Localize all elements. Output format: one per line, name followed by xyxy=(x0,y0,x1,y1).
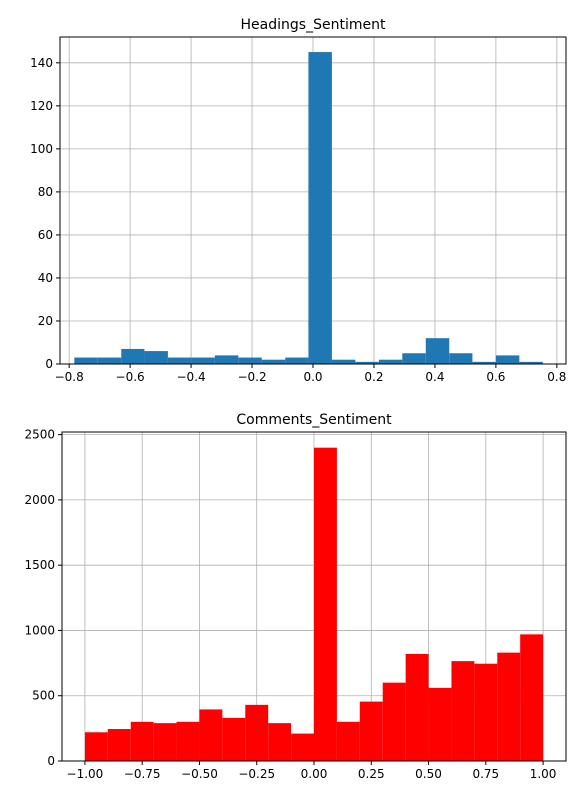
comments-sentiment-chart: −1.00 −0.75 −0.50 −0.25 0.00 0.25 0.50 0.75 1.00… xyxy=(24,412,566,781)
x-tick-label: −0.50 xyxy=(181,767,218,781)
histogram-bar xyxy=(154,723,177,761)
histogram-bar xyxy=(429,688,452,761)
headings-sentiment-chart: −0.8 −0.6 −0.4 −0.2 0.0 0.2 0.4 0.6 0.8 0 20 40 60 80… xyxy=(30,17,566,384)
histogram-bar xyxy=(360,702,383,761)
y-tick-label: 100 xyxy=(30,142,53,156)
histogram-bar xyxy=(121,349,144,364)
histogram-bar xyxy=(337,722,360,761)
histogram-bar xyxy=(108,729,131,761)
histogram-bar xyxy=(308,52,331,364)
y-tick-label: 500 xyxy=(32,689,55,703)
histogram-bar xyxy=(245,705,268,761)
histogram-bar xyxy=(474,664,497,761)
histogram-bar xyxy=(262,360,285,364)
x-tick-label: 0.0 xyxy=(303,370,322,384)
histogram-bar xyxy=(520,634,543,761)
histogram-bar xyxy=(497,653,520,761)
y-tick-label: 120 xyxy=(30,99,53,113)
histogram-bar xyxy=(314,448,337,761)
histogram-bar xyxy=(191,358,214,364)
histogram-bar xyxy=(144,351,167,364)
x-tick-label: 0.4 xyxy=(425,370,444,384)
histogram-bar xyxy=(332,360,355,364)
histogram-bar xyxy=(98,358,121,364)
x-tick-label: −0.2 xyxy=(237,370,266,384)
y-tick-label: 2000 xyxy=(24,493,55,507)
histogram-bar xyxy=(379,360,402,364)
histogram-bar xyxy=(168,358,191,364)
x-tick-label: −0.8 xyxy=(55,370,84,384)
histogram-bar xyxy=(131,722,154,761)
x-tick-label: 0.8 xyxy=(547,370,566,384)
x-tick-label: 0.50 xyxy=(415,767,442,781)
y-tick-label: 2500 xyxy=(24,428,55,442)
y-tick-label: 1500 xyxy=(24,558,55,572)
histogram-bar xyxy=(177,722,200,761)
y-tick-label: 0 xyxy=(45,357,53,371)
histogram-bar xyxy=(238,358,261,364)
histogram-bar xyxy=(402,353,425,364)
histogram-bar xyxy=(215,355,238,364)
y-tick-label: 60 xyxy=(38,228,53,242)
x-tick-label: −0.6 xyxy=(116,370,145,384)
histogram-bar xyxy=(74,358,97,364)
x-tick-label: 0.25 xyxy=(358,767,385,781)
y-tick-label: 40 xyxy=(38,271,53,285)
histogram-bar xyxy=(268,723,291,761)
x-tick-label: 0.75 xyxy=(472,767,499,781)
x-tick-label: −0.4 xyxy=(177,370,206,384)
x-tick-label: 0.00 xyxy=(301,767,328,781)
histogram-bar xyxy=(406,654,429,761)
y-tick-label: 1000 xyxy=(24,623,55,637)
histogram-bar xyxy=(222,718,245,761)
x-tick-label: −1.00 xyxy=(67,767,104,781)
histogram-bar xyxy=(426,338,449,364)
histogram-bar xyxy=(383,683,406,761)
histogram-bar xyxy=(451,661,474,761)
x-tick-label: 0.6 xyxy=(486,370,505,384)
histogram-bar xyxy=(285,358,308,364)
y-tick-label: 80 xyxy=(38,185,53,199)
y-tick-label: 0 xyxy=(47,754,55,768)
histogram-bar xyxy=(496,355,519,364)
chart-title: Comments_Sentiment xyxy=(236,412,392,428)
x-tick-label: −0.25 xyxy=(238,767,275,781)
histogram-bar xyxy=(85,732,108,761)
y-tick-label: 140 xyxy=(30,56,53,70)
x-tick-label: −0.75 xyxy=(124,767,161,781)
histogram-bar xyxy=(449,353,472,364)
x-tick-label: 0.2 xyxy=(364,370,383,384)
histogram-bar xyxy=(291,734,314,761)
histogram-bar xyxy=(199,709,222,761)
chart-title: Headings_Sentiment xyxy=(241,17,386,33)
x-tick-label: 1.00 xyxy=(530,767,557,781)
y-tick-label: 20 xyxy=(38,314,53,328)
